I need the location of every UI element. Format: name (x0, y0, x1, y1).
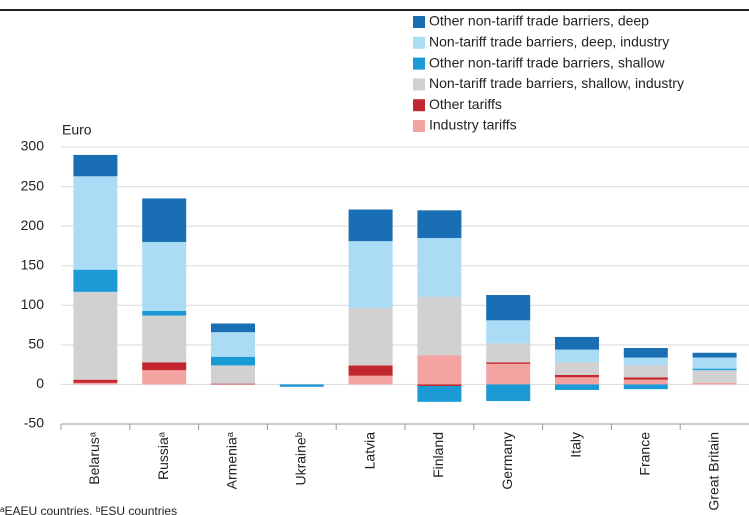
bar-segment (692, 370, 737, 383)
legend-label: Other non-tariff trade barriers, shallow (429, 54, 665, 70)
bar-segment (623, 379, 668, 385)
y-tick-label: 200 (21, 217, 45, 233)
bar-segment (486, 294, 531, 321)
legend-swatch (413, 78, 425, 91)
bar-segment (417, 238, 462, 297)
x-tick-label: Armeniaᵃ (224, 431, 240, 489)
x-tick-label: Great Britain (705, 432, 721, 511)
bar-segment (348, 241, 393, 308)
legend-label: Non-tariff trade barriers, deep, industr… (429, 34, 669, 50)
bar-segment (348, 375, 393, 385)
bar-segment (555, 377, 599, 385)
y-tick-label: -50 (24, 415, 44, 431)
bar-segment (555, 362, 599, 375)
bar-segment (73, 269, 118, 292)
legend-swatch (413, 99, 425, 112)
bar-segment (623, 348, 668, 358)
bar-segment (692, 352, 737, 358)
bar-segment (692, 382, 737, 385)
bar-segment (211, 332, 255, 357)
x-tick-label: Russiaᵃ (155, 431, 171, 480)
bar-segment (142, 315, 187, 363)
bar-segment (692, 368, 737, 371)
legend-label: Non-tariff trade barriers, shallow, indu… (429, 75, 684, 91)
bar-segment (486, 384, 531, 402)
x-tick-label: Italy (568, 432, 584, 458)
bar-segment (417, 210, 462, 239)
bar-segment (692, 357, 737, 369)
bar-segment (142, 310, 187, 316)
bar-segment (486, 343, 531, 363)
bar-segment (211, 365, 255, 384)
bar-segment (348, 307, 393, 366)
bar-segment (417, 355, 462, 385)
bar-segment (142, 241, 187, 311)
bar-segment (73, 382, 118, 385)
legend-swatch (413, 36, 425, 49)
x-tick-label: Ukraineᵇ (293, 432, 309, 486)
y-tick-label: 300 (21, 138, 45, 154)
legend-swatch (413, 57, 425, 70)
bar-segment (555, 336, 599, 350)
bar-segment (555, 384, 599, 390)
bar-segment (142, 362, 187, 371)
bar-segment (73, 291, 118, 380)
legend-label: Other tariffs (429, 96, 502, 112)
bar-segment (73, 154, 118, 177)
bar-segment (417, 384, 462, 387)
y-tick-label: 0 (36, 375, 44, 391)
legend-label: Industry tariffs (429, 117, 517, 133)
x-tick-label: Belarusᵃ (86, 431, 102, 484)
bar-segment (555, 349, 599, 363)
x-tick-label: Latvia (361, 432, 377, 470)
legend-swatch (413, 16, 425, 28)
y-tick-label: 250 (21, 177, 45, 193)
bar-segment (142, 198, 187, 242)
legend-label: Other non-tariff trade barriers, deep (429, 13, 649, 29)
bar-segment (486, 362, 531, 364)
bar-segment (486, 320, 531, 344)
bar-segment (486, 363, 531, 385)
y-axis-label: Euro (62, 122, 92, 138)
bar-segment (348, 365, 393, 376)
bar-segment (623, 357, 668, 366)
x-tick-label: Finland (430, 432, 446, 478)
footnote: ᵃEAEU countries, ᵇESU countries (0, 504, 177, 515)
bar-segment (142, 370, 187, 385)
bar-segment (211, 356, 255, 366)
bar-segment (623, 365, 668, 378)
bar-segment (211, 383, 255, 385)
bar-segment (555, 374, 599, 378)
y-tick-label: 50 (28, 336, 44, 352)
bar-segment (211, 323, 255, 333)
bar-segment (279, 384, 324, 387)
x-tick-label: France (637, 432, 653, 476)
bar-segment (348, 209, 393, 242)
bar-segment (73, 176, 118, 270)
legend-swatch (413, 120, 425, 132)
bar-segment (623, 377, 668, 380)
y-tick-label: 100 (21, 296, 45, 312)
bar-segment (417, 296, 462, 356)
x-tick-label: Germany (499, 432, 515, 490)
bar-segment (417, 386, 462, 402)
bar-segment (73, 379, 118, 383)
bar-segment (623, 384, 668, 390)
y-tick-label: 150 (21, 256, 45, 272)
